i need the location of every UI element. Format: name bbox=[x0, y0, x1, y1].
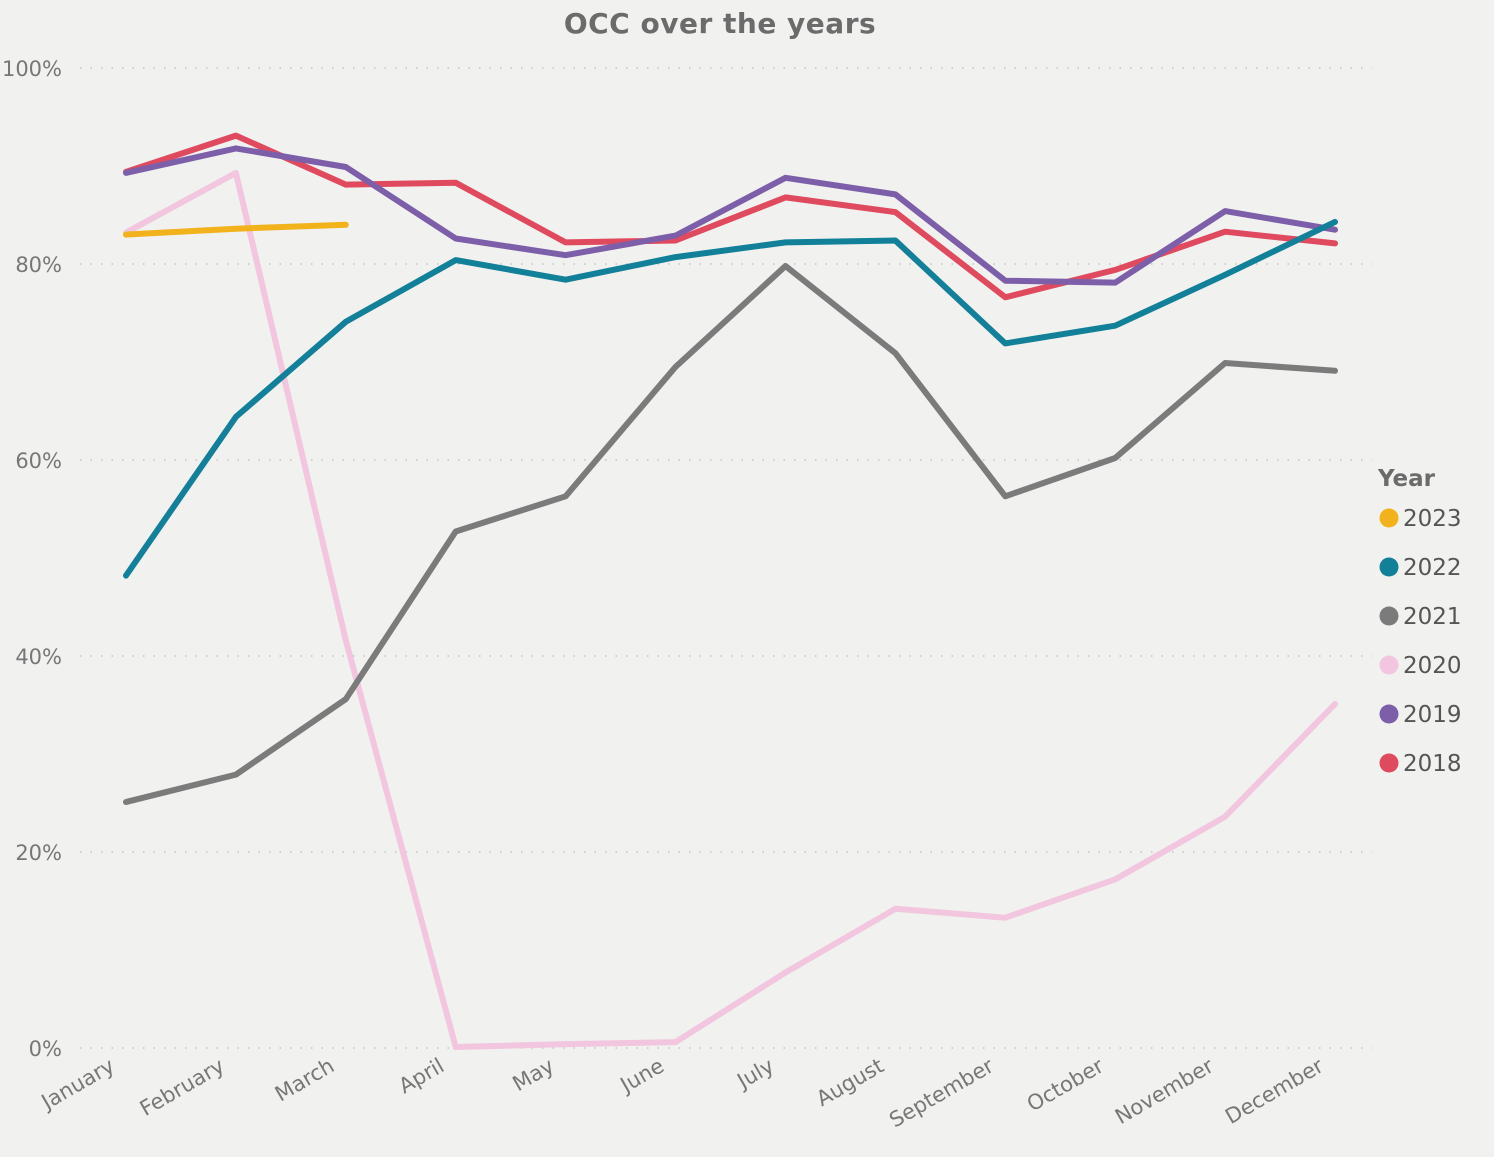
series-line-2019 bbox=[123, 145, 1338, 286]
x-tick-label: December bbox=[1221, 1053, 1328, 1128]
series-line-2023 bbox=[123, 221, 349, 238]
legend-marker-2023 bbox=[1379, 508, 1399, 528]
series-line-2021 bbox=[123, 263, 1338, 805]
x-tick-label: August bbox=[812, 1054, 888, 1112]
legend-label-2021: 2021 bbox=[1403, 604, 1462, 630]
legend-label-2018: 2018 bbox=[1403, 751, 1462, 777]
legend-label-2019: 2019 bbox=[1403, 702, 1462, 728]
legend-marker-2022 bbox=[1379, 557, 1399, 577]
x-tick-label: March bbox=[271, 1054, 338, 1107]
chart-title: OCC over the years bbox=[564, 7, 876, 40]
series-line-2022 bbox=[123, 218, 1338, 579]
y-tick-label: 80% bbox=[15, 253, 62, 277]
legend-marker-2020 bbox=[1379, 655, 1399, 675]
x-tick-label: July bbox=[732, 1054, 778, 1095]
x-tick-label: June bbox=[615, 1054, 668, 1099]
legend-marker-2018 bbox=[1379, 753, 1399, 773]
x-axis-ticks: January February March April May June July Augu… bbox=[36, 1053, 1328, 1132]
y-tick-label: 0% bbox=[29, 1037, 62, 1061]
x-tick-label: February bbox=[136, 1054, 229, 1121]
x-tick-label: November bbox=[1111, 1053, 1218, 1129]
x-tick-label: May bbox=[509, 1054, 559, 1096]
series-line-2018 bbox=[123, 132, 1338, 301]
y-tick-label: 60% bbox=[15, 449, 62, 473]
legend: Year 2023 2022 2021 2020 2019 2018 bbox=[1377, 466, 1462, 777]
legend-label-2020: 2020 bbox=[1403, 653, 1462, 679]
legend-title: Year bbox=[1377, 466, 1436, 492]
x-tick-label: January bbox=[36, 1054, 119, 1116]
series-lines bbox=[123, 132, 1338, 1050]
gridlines bbox=[80, 67, 1372, 1049]
legend-label-2023: 2023 bbox=[1403, 506, 1462, 532]
legend-label-2022: 2022 bbox=[1403, 555, 1462, 581]
x-tick-label: April bbox=[395, 1054, 449, 1099]
x-tick-label: September bbox=[885, 1053, 998, 1132]
y-tick-label: 20% bbox=[15, 841, 62, 865]
y-axis-ticks: 0% 20% 40% 60% 80% 100% bbox=[2, 57, 62, 1061]
legend-marker-2019 bbox=[1379, 704, 1399, 724]
legend-marker-2021 bbox=[1379, 606, 1399, 626]
x-tick-label: October bbox=[1023, 1053, 1108, 1116]
series-line-2020 bbox=[123, 169, 1338, 1050]
y-tick-label: 40% bbox=[15, 645, 62, 669]
y-tick-label: 100% bbox=[2, 57, 62, 81]
